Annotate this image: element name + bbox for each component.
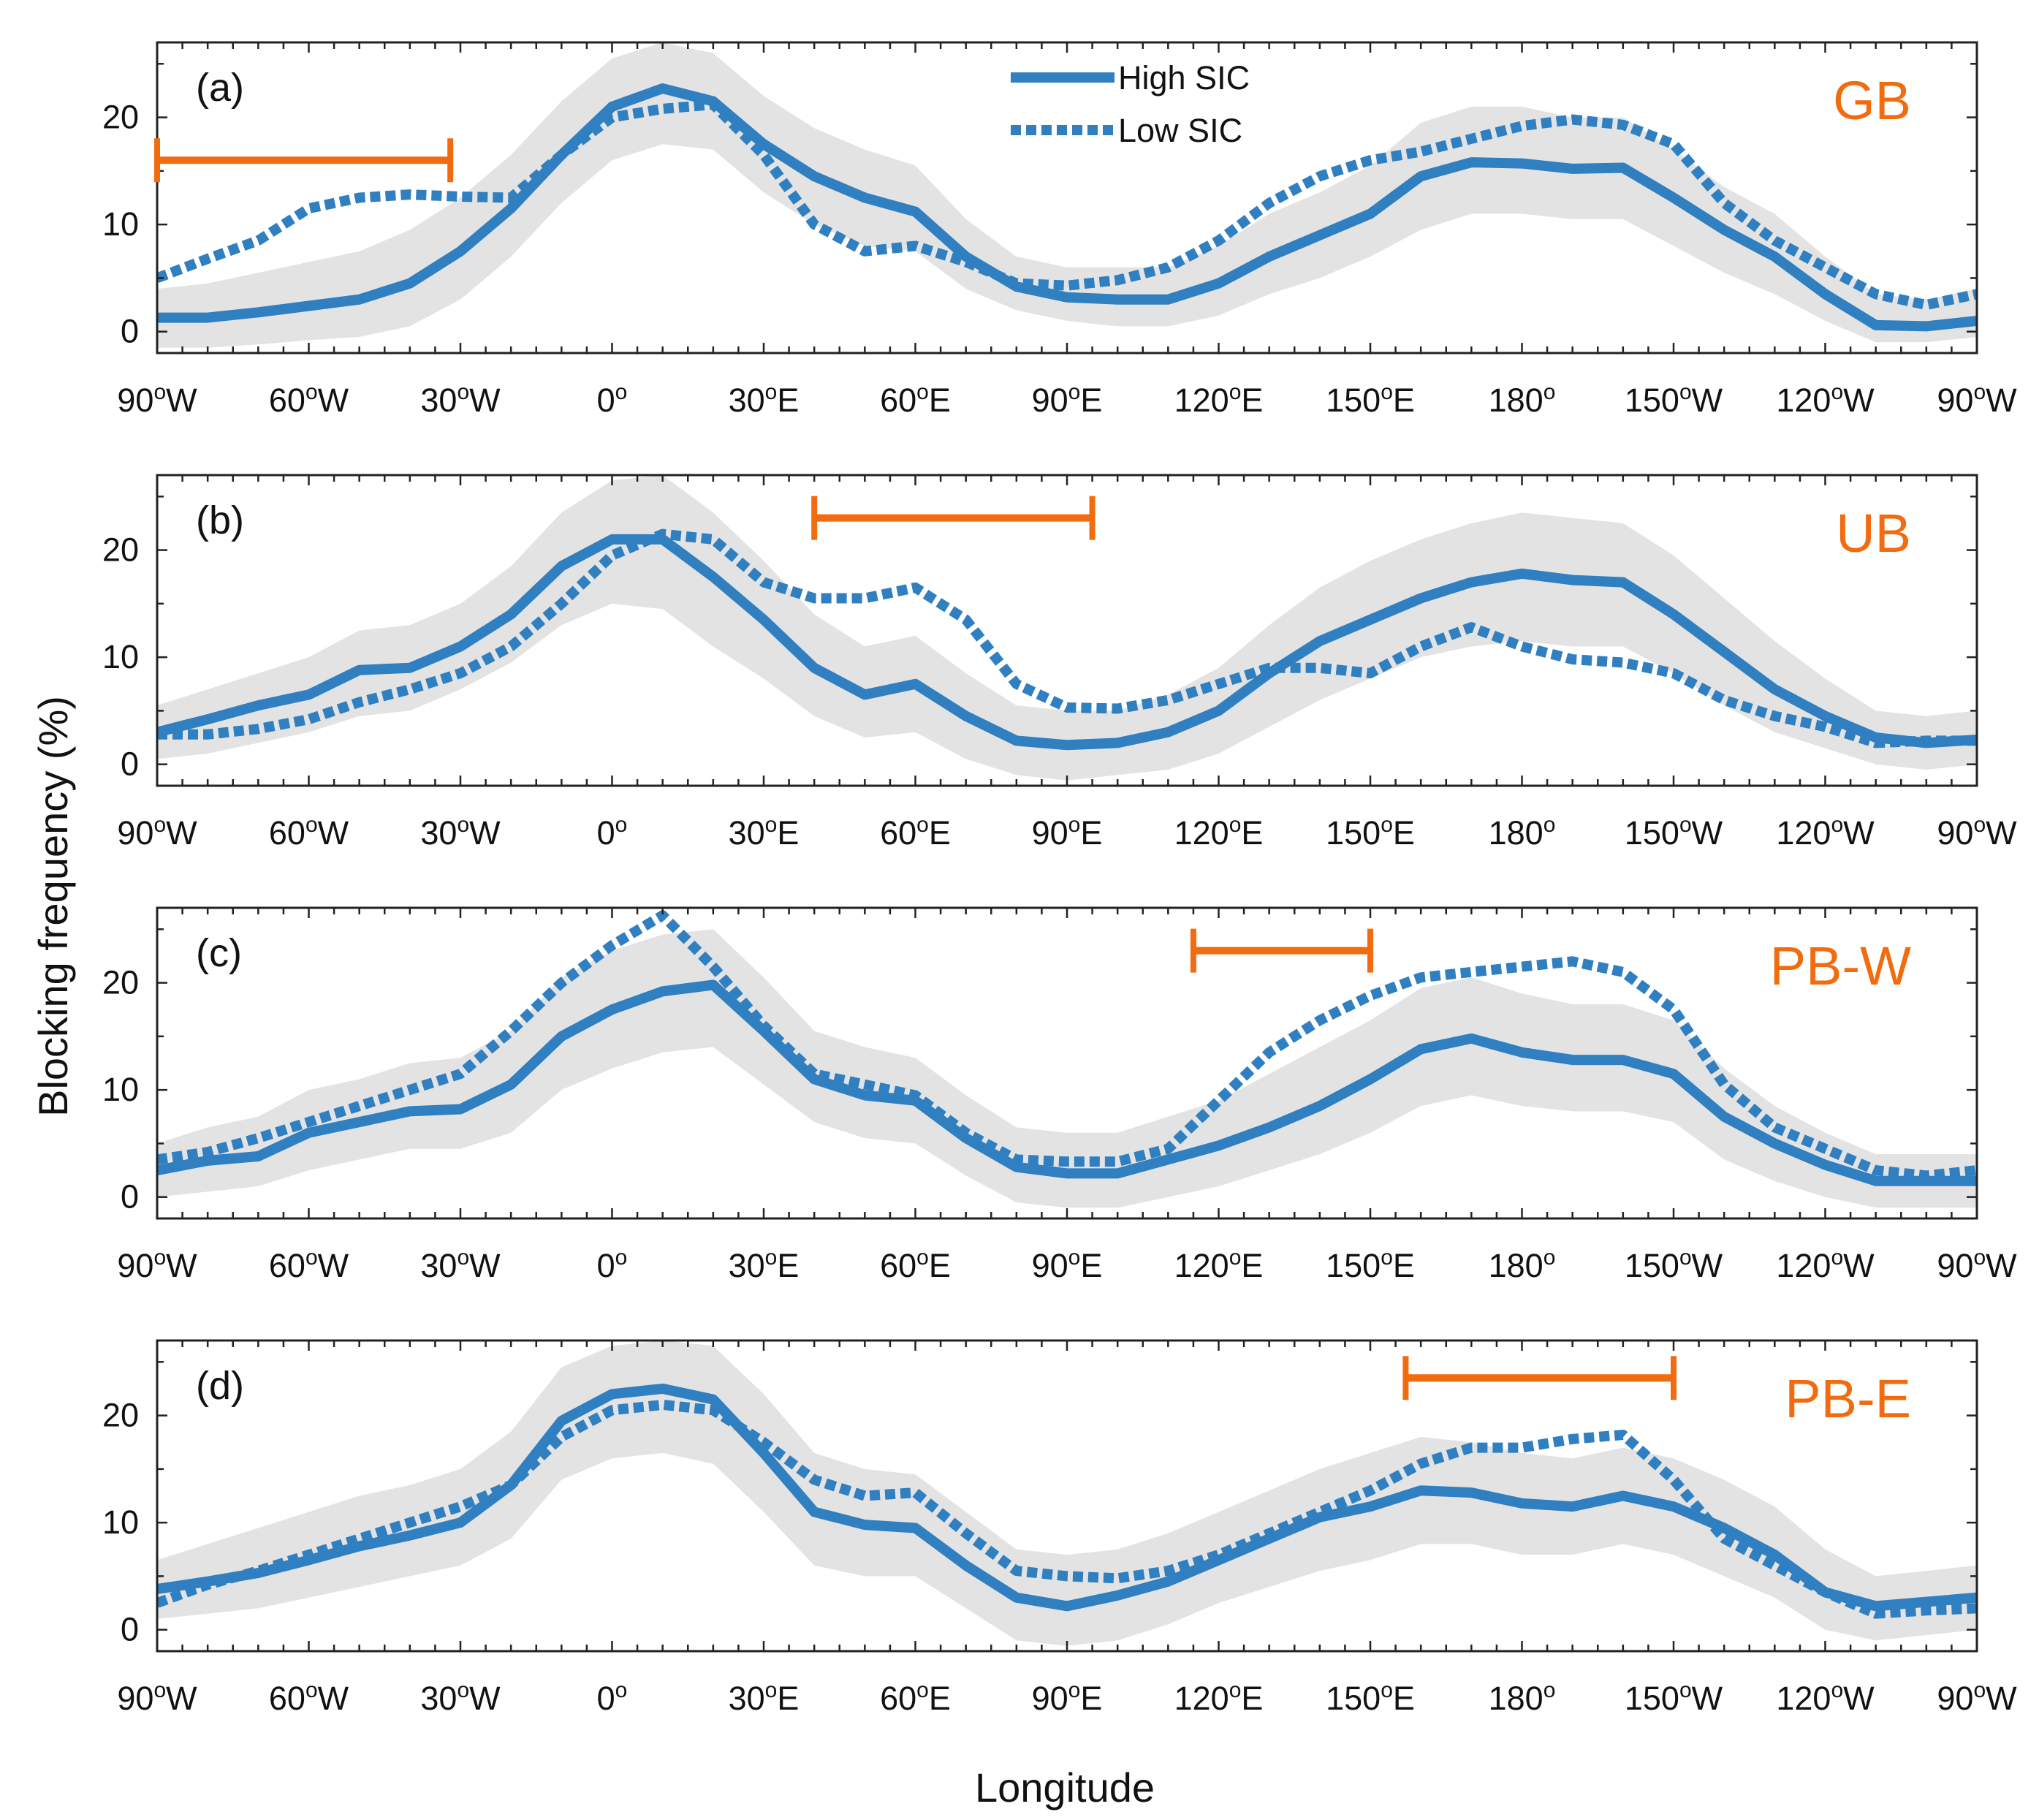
legend-label: High SIC	[1118, 59, 1250, 96]
panel-label: (d)	[196, 1364, 244, 1408]
high-sic-line	[157, 1383, 1977, 1612]
significance-bracket	[1190, 928, 1373, 973]
x-tick-label: 60oE	[880, 813, 951, 852]
region-label: PB-W	[1770, 936, 1911, 996]
x-tick-label: 120oW	[1776, 1245, 1875, 1284]
y-tick-label: 0	[121, 746, 139, 783]
x-tick-label: 90oE	[1032, 1245, 1103, 1284]
significance-bracket	[154, 138, 454, 183]
region-label: UB	[1836, 503, 1911, 564]
significance-bracket	[1402, 1356, 1677, 1400]
high-sic-line	[157, 534, 1977, 751]
y-tick-label: 0	[121, 1178, 139, 1216]
panel-pb-w: 90oW 60oW 30oW 0o 30oE 60oE 90oE 120oE 150oE 180o…	[102, 906, 2017, 1284]
region-label: PB-E	[1785, 1368, 1911, 1429]
y-tick-label: 20	[102, 1397, 139, 1434]
x-tick-label: 150oW	[1625, 1245, 1723, 1284]
x-tick-label: 90oE	[1032, 1678, 1103, 1717]
x-tick-label: 120oW	[1776, 1678, 1875, 1717]
panel-data	[157, 475, 1977, 781]
legend: High SIC Low SIC	[1011, 59, 1250, 149]
panel-ub: 90oW 60oW 30oW 0o 30oE 60oE 90oE 120oE 150oE 180o…	[102, 474, 2017, 852]
x-tick-label: 120oE	[1174, 813, 1264, 852]
x-tick-label: 30oE	[729, 1678, 800, 1717]
x-tick-label: 90oW	[117, 1678, 197, 1717]
y-tick-label: 0	[121, 313, 139, 350]
x-tick-label: 150oW	[1625, 380, 1723, 419]
y-tick-label: 10	[102, 638, 139, 675]
x-tick-label: 150oE	[1326, 1245, 1415, 1284]
x-tick-label: 90oW	[1937, 813, 2017, 852]
spread-band	[157, 929, 1977, 1208]
x-tick-label: 150oE	[1326, 1678, 1415, 1717]
x-tick-label: 120oW	[1776, 813, 1875, 852]
legend-label: Low SIC	[1118, 112, 1242, 149]
x-tick-label: 90oE	[1032, 813, 1103, 852]
panel-pb-e: 90oW 60oW 30oW 0o 30oE 60oE 90oE 120oE 150oE 180o…	[102, 1339, 2017, 1717]
x-tick-label: 60oW	[269, 813, 349, 852]
high-sic-line	[157, 979, 1977, 1186]
panel-data	[157, 42, 1977, 348]
y-tick-label: 20	[102, 99, 139, 136]
y-tick-label: 10	[102, 1504, 139, 1541]
y-tick-label: 0	[121, 1611, 139, 1648]
y-tick-label: 20	[102, 531, 139, 569]
low-sic-line	[157, 1399, 1977, 1619]
panel-data	[157, 1341, 1977, 1646]
x-tick-label: 30oE	[729, 813, 800, 852]
panel-label: (a)	[196, 66, 244, 110]
significance-bracket	[811, 496, 1096, 540]
x-tick-label: 150oE	[1326, 380, 1415, 419]
low-sic-line	[157, 528, 1977, 748]
x-tick-label: 60oW	[269, 1678, 349, 1717]
x-tick-label: 60oE	[880, 1245, 951, 1284]
high-sic-line	[157, 83, 1977, 332]
y-axis-title: Blocking frequency (%)	[30, 696, 76, 1117]
x-tick-label: 30oE	[729, 380, 800, 419]
x-tick-label: 150oW	[1625, 1678, 1723, 1717]
y-tick-label: 10	[102, 1071, 139, 1108]
x-tick-label: 90oE	[1032, 380, 1103, 419]
x-tick-label: 150oW	[1625, 813, 1723, 852]
x-tick-label: 30oE	[729, 1245, 800, 1284]
x-tick-label: 150oE	[1326, 813, 1415, 852]
region-label: GB	[1833, 70, 1911, 131]
x-tick-label: 0o	[597, 813, 628, 852]
panel-data	[157, 910, 1977, 1208]
panel-label: (b)	[196, 498, 244, 542]
spread-band	[157, 1341, 1977, 1646]
x-tick-label: 90oW	[1937, 380, 2017, 419]
panel-label: (c)	[196, 931, 242, 975]
low-sic-line	[157, 910, 1977, 1181]
y-tick-label: 20	[102, 964, 139, 1001]
x-tick-label: 120oE	[1174, 1678, 1264, 1717]
x-tick-label: 60oE	[880, 1678, 951, 1717]
spread-band	[157, 475, 1977, 781]
x-tick-label: 120oE	[1174, 1245, 1264, 1284]
x-tick-label: 60oE	[880, 380, 951, 419]
x-axis-title: Longitude	[975, 1764, 1155, 1810]
x-tick-label: 120oE	[1174, 380, 1264, 419]
x-tick-label: 120oW	[1776, 380, 1875, 419]
x-tick-label: 0o	[597, 1678, 628, 1717]
y-tick-label: 10	[102, 205, 139, 243]
